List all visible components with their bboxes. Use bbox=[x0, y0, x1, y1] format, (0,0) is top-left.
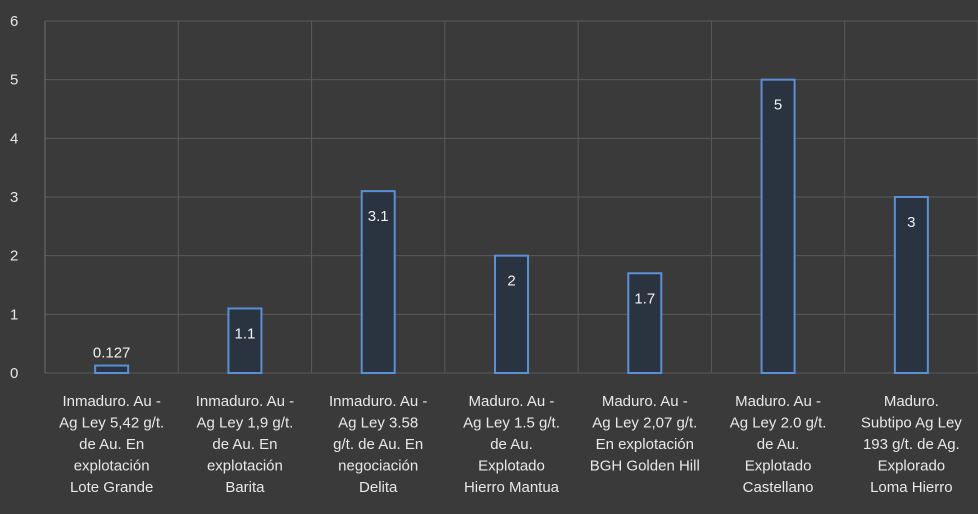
category-label: explotación bbox=[74, 458, 150, 475]
category-label: Ag Ley 2.0 g/t. bbox=[730, 415, 827, 432]
category-label: de Au. bbox=[490, 436, 533, 453]
data-label: 1.1 bbox=[234, 325, 255, 342]
category-label: Ag Ley 3.58 bbox=[338, 415, 418, 432]
category-label: Inmaduro. Au - bbox=[196, 393, 294, 410]
bar[interactable] bbox=[494, 254, 529, 375]
category-label: BGH Golden Hill bbox=[590, 458, 700, 475]
category-label: En explotación bbox=[596, 436, 694, 453]
bar[interactable] bbox=[94, 364, 130, 375]
y-tick-label: 1 bbox=[10, 306, 18, 323]
category-label: Inmaduro. Au - bbox=[329, 393, 427, 410]
data-label: 3.1 bbox=[368, 208, 389, 225]
category-label: Explorado bbox=[878, 458, 946, 475]
category-label: Subtipo Ag Ley bbox=[861, 415, 962, 432]
data-label: 1.7 bbox=[634, 290, 655, 307]
y-tick-label: 6 bbox=[10, 13, 18, 30]
category-label: negociación bbox=[338, 458, 418, 475]
data-label: 0.127 bbox=[93, 345, 131, 362]
category-label: Castellano bbox=[743, 479, 814, 496]
category-label: Lote Grande bbox=[70, 479, 153, 496]
category-label: Hierro Mantua bbox=[464, 479, 560, 496]
category-label: Ag Ley 5,42 g/t. bbox=[59, 415, 164, 432]
y-tick-label: 0 bbox=[10, 365, 18, 382]
category-label: g/t. de Au. En bbox=[333, 436, 423, 453]
category-label: Explotado bbox=[745, 458, 812, 475]
bar[interactable] bbox=[760, 78, 796, 375]
category-label: explotación bbox=[207, 458, 283, 475]
category-label: Loma Hierro bbox=[870, 479, 953, 496]
category-label: Delita bbox=[359, 479, 398, 496]
data-label: 2 bbox=[507, 273, 515, 290]
y-tick-label: 5 bbox=[10, 72, 18, 89]
category-label: Inmaduro. Au - bbox=[62, 393, 160, 410]
data-label: 5 bbox=[774, 97, 782, 114]
y-tick-label: 4 bbox=[10, 130, 18, 147]
category-label: Maduro. Au - bbox=[735, 393, 821, 410]
data-label: 3 bbox=[907, 214, 915, 231]
category-label: de Au. bbox=[757, 436, 800, 453]
category-label: Maduro. Au - bbox=[469, 393, 555, 410]
y-tick-label: 3 bbox=[10, 189, 18, 206]
category-label: Ag Ley 2,07 g/t. bbox=[592, 415, 697, 432]
category-label: de Au. En bbox=[212, 436, 277, 453]
category-label: 193 g/t. de Ag. bbox=[863, 436, 960, 453]
bar[interactable] bbox=[893, 196, 929, 374]
category-label: Maduro. Au - bbox=[602, 393, 688, 410]
category-label: Ag Ley 1.5 g/t. bbox=[463, 415, 560, 432]
y-tick-label: 2 bbox=[10, 248, 18, 265]
category-label: Explotado bbox=[478, 458, 545, 475]
bar[interactable] bbox=[360, 190, 396, 374]
bar[interactable] bbox=[227, 307, 263, 375]
bar[interactable] bbox=[627, 272, 663, 374]
category-label: Barita bbox=[225, 479, 265, 496]
category-label: de Au. En bbox=[79, 436, 144, 453]
category-label: Maduro. bbox=[884, 393, 939, 410]
category-label: Ag Ley 1,9 g/t. bbox=[197, 415, 294, 432]
